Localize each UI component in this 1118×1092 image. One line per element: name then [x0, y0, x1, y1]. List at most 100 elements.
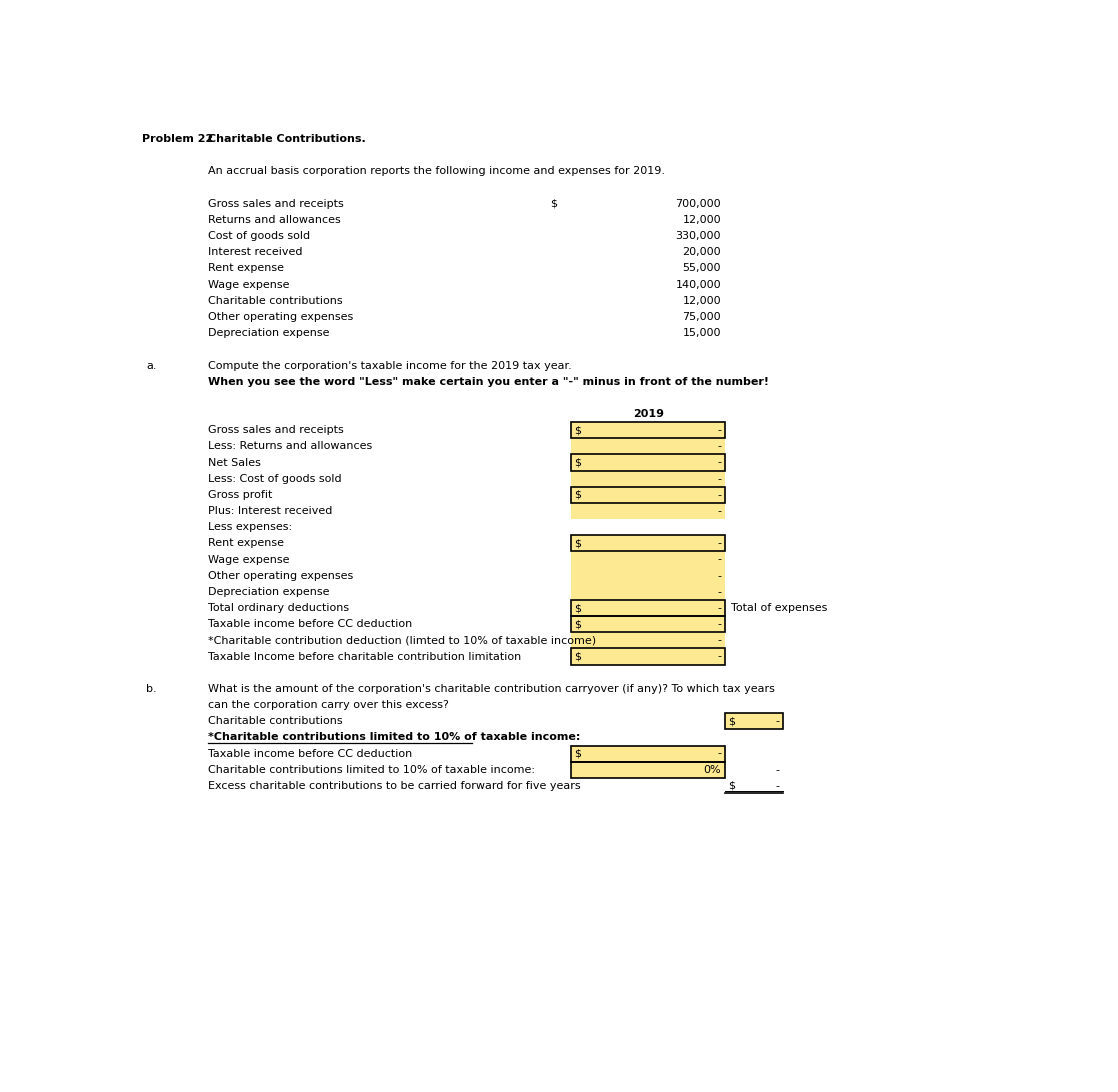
Text: Net Sales: Net Sales [208, 458, 260, 467]
Bar [571, 551, 724, 568]
Text: Other operating expenses: Other operating expenses [208, 312, 353, 322]
Bar [571, 584, 724, 600]
Text: -: - [717, 749, 721, 759]
Text: $: $ [575, 619, 581, 629]
Text: Taxable income before CC deduction: Taxable income before CC deduction [208, 749, 413, 759]
Text: 20,000: 20,000 [682, 247, 721, 258]
Bar [571, 762, 724, 778]
Bar [571, 649, 724, 665]
Text: -: - [717, 490, 721, 500]
Text: Interest received: Interest received [208, 247, 303, 258]
Bar [571, 632, 724, 649]
Bar [571, 423, 724, 438]
Bar [571, 600, 724, 616]
Text: Taxable income before CC deduction: Taxable income before CC deduction [208, 619, 413, 629]
Bar [724, 713, 783, 729]
Bar [571, 454, 724, 471]
Bar [571, 471, 724, 487]
Text: Less expenses:: Less expenses: [208, 522, 292, 532]
Text: -: - [717, 603, 721, 613]
Text: What is the amount of the corporation's charitable contribution carryover (if an: What is the amount of the corporation's … [208, 684, 775, 693]
Text: $: $ [575, 458, 581, 467]
Text: $: $ [575, 603, 581, 613]
Text: Total ordinary deductions: Total ordinary deductions [208, 603, 349, 613]
Text: 140,000: 140,000 [675, 280, 721, 289]
Text: 2019: 2019 [633, 410, 664, 419]
Text: Wage expense: Wage expense [208, 280, 290, 289]
Text: Cost of goods sold: Cost of goods sold [208, 232, 310, 241]
Text: Rent expense: Rent expense [208, 538, 284, 548]
Text: -: - [775, 764, 779, 774]
Text: An accrual basis corporation reports the following income and expenses for 2019.: An accrual basis corporation reports the… [208, 166, 665, 177]
Text: a.: a. [146, 360, 157, 370]
Text: $: $ [550, 199, 558, 209]
Text: -: - [717, 636, 721, 645]
Text: -: - [717, 652, 721, 662]
Text: -: - [717, 425, 721, 436]
Bar [571, 746, 724, 762]
Text: -: - [775, 716, 779, 726]
Text: Charitable contributions: Charitable contributions [208, 716, 342, 726]
Text: Excess charitable contributions to be carried forward for five years: Excess charitable contributions to be ca… [208, 781, 580, 791]
Text: Less: Cost of goods sold: Less: Cost of goods sold [208, 474, 342, 484]
Text: Wage expense: Wage expense [208, 555, 290, 565]
Text: 55,000: 55,000 [682, 263, 721, 273]
Text: Problem 22: Problem 22 [142, 134, 214, 144]
Text: can the corporation carry over this excess?: can the corporation carry over this exce… [208, 700, 448, 710]
Text: -: - [717, 619, 721, 629]
Bar [571, 762, 724, 778]
Text: Total of expenses: Total of expenses [731, 603, 827, 613]
Bar [571, 746, 724, 762]
Text: Depreciation expense: Depreciation expense [208, 329, 330, 339]
Text: -: - [775, 781, 779, 791]
Text: 12,000: 12,000 [682, 296, 721, 306]
Text: When you see the word "Less" make certain you enter a "-" minus in front of the : When you see the word "Less" make certai… [208, 377, 769, 387]
Text: -: - [717, 538, 721, 548]
Bar [571, 568, 724, 584]
Text: b.: b. [146, 684, 157, 693]
Bar [571, 616, 724, 632]
Bar [571, 649, 724, 665]
Text: -: - [717, 458, 721, 467]
Text: $: $ [575, 538, 581, 548]
Text: $: $ [728, 781, 735, 791]
Bar [571, 616, 724, 632]
Text: -: - [717, 586, 721, 597]
Text: Returns and allowances: Returns and allowances [208, 215, 341, 225]
Text: 0%: 0% [703, 764, 721, 774]
Text: $: $ [575, 749, 581, 759]
Text: 15,000: 15,000 [682, 329, 721, 339]
Text: Compute the corporation's taxable income for the 2019 tax year.: Compute the corporation's taxable income… [208, 360, 571, 370]
Bar [571, 503, 724, 519]
Text: Depreciation expense: Depreciation expense [208, 586, 330, 597]
Text: 75,000: 75,000 [682, 312, 721, 322]
Text: $: $ [575, 490, 581, 500]
Bar [571, 487, 724, 503]
Text: $: $ [575, 652, 581, 662]
Text: Charitable contributions limited to 10% of taxable income:: Charitable contributions limited to 10% … [208, 764, 534, 774]
Text: *Charitable contributions limited to 10% of taxable income:: *Charitable contributions limited to 10%… [208, 733, 580, 743]
Bar [571, 454, 724, 471]
Text: $: $ [575, 425, 581, 436]
Text: $: $ [728, 716, 735, 726]
Text: Other operating expenses: Other operating expenses [208, 571, 353, 581]
Bar [571, 600, 724, 616]
Bar [724, 713, 783, 729]
Text: -: - [717, 474, 721, 484]
Text: -: - [717, 555, 721, 565]
Text: Gross sales and receipts: Gross sales and receipts [208, 425, 343, 436]
Text: *Charitable contribution deduction (limted to 10% of taxable income): *Charitable contribution deduction (limt… [208, 636, 596, 645]
Text: 330,000: 330,000 [675, 232, 721, 241]
Text: Gross profit: Gross profit [208, 490, 273, 500]
Text: Gross sales and receipts: Gross sales and receipts [208, 199, 343, 209]
Text: 700,000: 700,000 [675, 199, 721, 209]
Text: Plus: Interest received: Plus: Interest received [208, 506, 332, 517]
Text: Rent expense: Rent expense [208, 263, 284, 273]
Bar [571, 487, 724, 503]
Text: Less: Returns and allowances: Less: Returns and allowances [208, 441, 372, 451]
Text: -: - [717, 571, 721, 581]
Text: Charitable Contributions.: Charitable Contributions. [208, 134, 366, 144]
Bar [571, 438, 724, 454]
Bar [571, 535, 724, 551]
Bar [571, 423, 724, 438]
